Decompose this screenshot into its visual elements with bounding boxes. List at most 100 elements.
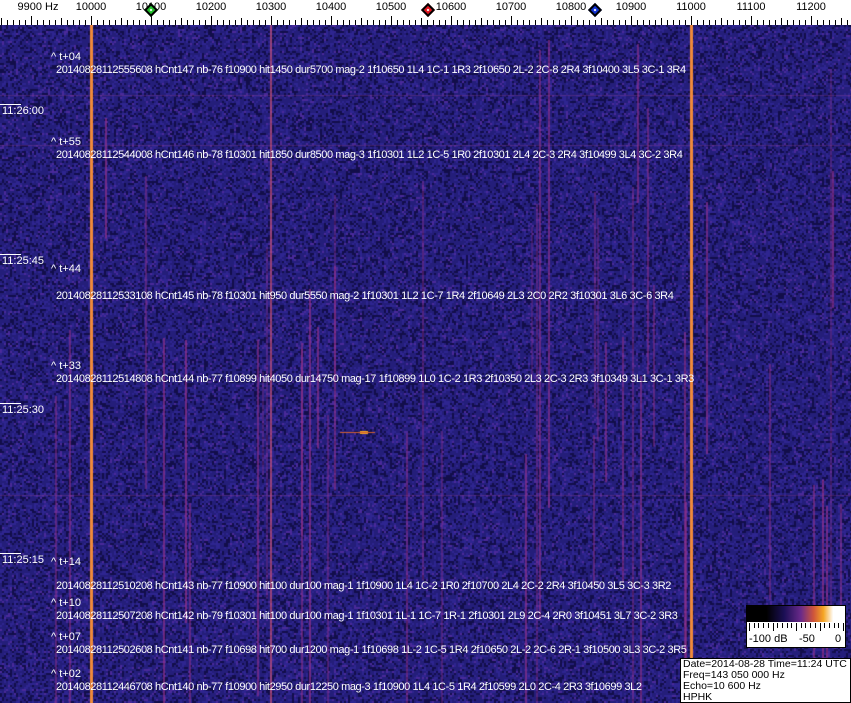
time-offset-label: ^ t+44 [51, 263, 81, 275]
axis-tick [523, 20, 524, 25]
axis-tick [133, 20, 134, 25]
axis-tick [637, 20, 638, 25]
axis-tick [715, 20, 716, 25]
axis-tick [163, 20, 164, 25]
axis-tick [841, 18, 842, 25]
axis-tick [655, 20, 656, 25]
axis-tick [313, 20, 314, 25]
axis-tick [469, 20, 470, 25]
meteor-event-line: 20140828112507208 hCnt142 nb-79 f10301 h… [56, 610, 678, 622]
axis-tick [541, 18, 542, 25]
axis-tick [13, 20, 14, 25]
axis-tick [481, 18, 482, 25]
scale-label-max: 0 [835, 633, 842, 645]
axis-tick [811, 16, 812, 25]
blue-frequency-marker[interactable] [587, 2, 603, 18]
waterfall-spectrogram[interactable] [0, 25, 851, 703]
axis-tick [757, 20, 758, 25]
axis-tick [781, 18, 782, 25]
scale-tick [800, 623, 802, 628]
axis-tick [217, 20, 218, 25]
axis-tick [7, 20, 8, 25]
time-offset-label: ^ t+02 [51, 668, 81, 680]
axis-tick [193, 20, 194, 25]
axis-tick [433, 20, 434, 25]
axis-tick [31, 16, 32, 25]
axis-tick [355, 20, 356, 25]
axis-tick [589, 20, 590, 25]
axis-tick [229, 20, 230, 25]
axis-tick [745, 20, 746, 25]
axis-tick [43, 20, 44, 25]
axis-tick [493, 20, 494, 25]
axis-tick [253, 20, 254, 25]
axis-tick [451, 16, 452, 25]
axis-tick [583, 20, 584, 25]
axis-tick [25, 20, 26, 25]
axis-tick [37, 20, 38, 25]
axis-tick [415, 20, 416, 25]
axis-label: 10700 [495, 1, 527, 13]
info-box: Date=2014-08-28 Time=11:24 UTC Freq=143 … [680, 658, 851, 703]
axis-tick [343, 20, 344, 25]
axis-tick [703, 20, 704, 25]
meteor-event-line: 20140828112514808 hCnt144 nb-77 f10899 h… [56, 373, 694, 385]
axis-tick [187, 20, 188, 25]
axis-tick [595, 20, 596, 25]
axis-unit-label: 9900 Hz [17, 1, 59, 13]
axis-tick [643, 20, 644, 25]
time-tick-line [0, 553, 21, 554]
axis-tick [283, 20, 284, 25]
axis-tick [331, 16, 332, 25]
axis-tick [691, 16, 692, 25]
axis-tick [625, 20, 626, 25]
axis-tick [607, 20, 608, 25]
axis-tick [649, 20, 650, 25]
axis-tick [397, 20, 398, 25]
scale-label-mid: -50 [799, 633, 815, 645]
axis-label: 10300 [255, 1, 287, 13]
scale-tick [767, 623, 769, 628]
axis-label: 10900 [615, 1, 647, 13]
time-tick-line [0, 403, 21, 404]
axis-tick [631, 16, 632, 25]
axis-label: 10800 [555, 1, 587, 13]
axis-tick [301, 18, 302, 25]
axis-tick [139, 20, 140, 25]
axis-label: 11000 [676, 1, 706, 13]
axis-tick [661, 18, 662, 25]
scale-tick [819, 623, 821, 631]
time-offset-label: ^ t+10 [51, 597, 81, 609]
time-offset-label: ^ t+33 [51, 360, 81, 372]
frequency-axis: 9900 Hz 10000101001020010300104001050010… [0, 0, 851, 25]
axis-tick [439, 20, 440, 25]
axis-tick [55, 20, 56, 25]
time-label: 11:25:30 [2, 404, 45, 416]
axis-tick [445, 20, 446, 25]
axis-tick [775, 20, 776, 25]
axis-tick [127, 20, 128, 25]
axis-tick [613, 20, 614, 25]
axis-tick [565, 20, 566, 25]
axis-tick [247, 20, 248, 25]
axis-tick [109, 20, 110, 25]
axis-label: 10200 [195, 1, 227, 13]
axis-label: 11100 [736, 1, 766, 13]
axis-tick [295, 20, 296, 25]
axis-tick [799, 20, 800, 25]
time-offset-label: ^ t+55 [51, 136, 81, 148]
axis-tick [91, 16, 92, 25]
axis-tick [739, 20, 740, 25]
axis-tick [367, 20, 368, 25]
axis-label: 10000 [75, 1, 107, 13]
axis-tick [325, 20, 326, 25]
axis-tick [205, 20, 206, 25]
axis-tick [685, 20, 686, 25]
axis-tick [601, 18, 602, 25]
meteor-event-line: 20140828112510208 hCnt143 nb-77 f10900 h… [56, 580, 671, 592]
axis-tick [391, 16, 392, 25]
axis-tick [61, 18, 62, 25]
axis-tick [463, 20, 464, 25]
axis-tick [241, 18, 242, 25]
red-frequency-marker[interactable] [420, 2, 435, 18]
